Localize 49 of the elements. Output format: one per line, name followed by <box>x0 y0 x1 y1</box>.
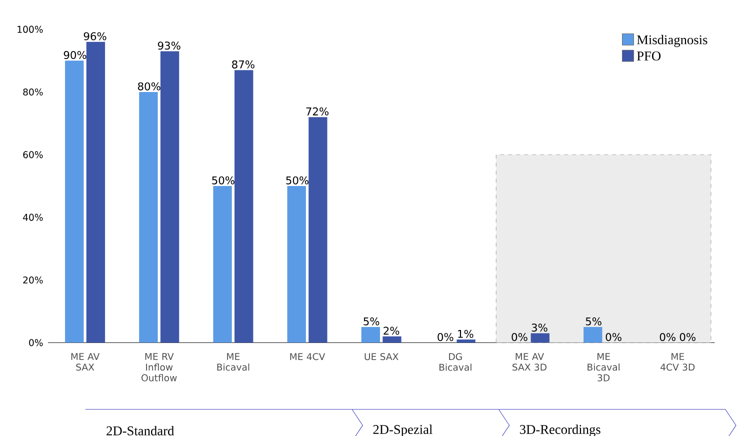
bar <box>139 92 158 343</box>
text: 2D-Standard <box>106 426 174 436</box>
y-tick-label: 0% <box>29 339 43 346</box>
text: 5% <box>586 317 602 326</box>
text: 0% <box>660 332 676 342</box>
bar <box>287 186 306 343</box>
y-tick-label: 40% <box>23 214 43 221</box>
text: 1% <box>458 330 474 338</box>
bar <box>213 186 232 343</box>
x-tick-label: ME RV Inflow Outflow <box>142 353 177 382</box>
bar <box>530 333 550 343</box>
y-tick-label: 60% <box>23 151 43 158</box>
x-tick-label: UE SAX <box>364 353 398 360</box>
x-tick-label: ME 4CV 3D <box>660 353 695 371</box>
x-tick-label: ME AV SAX <box>71 353 100 371</box>
bar <box>234 70 254 343</box>
y-tick-label: 20% <box>23 276 43 284</box>
text: 87% <box>232 60 254 68</box>
bar <box>456 340 476 343</box>
text: 90% <box>64 50 86 60</box>
text: 96% <box>84 32 106 40</box>
bar <box>308 117 328 343</box>
bar <box>584 327 602 343</box>
x-tick-label: ME Bicaval <box>217 353 250 371</box>
x-tick-label: DG Bicaval <box>439 353 472 371</box>
text: 50% <box>212 176 234 184</box>
y-tick-label: 100% <box>18 26 43 33</box>
bar <box>65 60 84 343</box>
text: 3% <box>532 324 548 332</box>
bar <box>86 42 106 343</box>
bar <box>160 51 180 343</box>
y-tick-label: 80% <box>23 88 43 96</box>
text: 72% <box>306 107 329 116</box>
bar <box>361 327 380 343</box>
bar <box>382 336 402 343</box>
legend-label: Misdiagnosis <box>636 34 708 48</box>
text: 0% <box>680 332 696 342</box>
legend-label: PFO <box>636 52 661 60</box>
x-tick-label: ME Bicaval 3D <box>588 353 620 382</box>
text: 80% <box>138 82 160 90</box>
x-tick-label: ME 4CV <box>290 353 326 360</box>
text: 0% <box>512 332 528 342</box>
text: 0% <box>606 332 622 342</box>
x-tick-label: ME AV SAX 3D <box>512 353 546 371</box>
text: 93% <box>158 42 180 50</box>
text: 2% <box>384 326 400 335</box>
text: 5% <box>364 317 380 326</box>
text: 0% <box>438 332 454 342</box>
text: 50% <box>286 176 309 184</box>
